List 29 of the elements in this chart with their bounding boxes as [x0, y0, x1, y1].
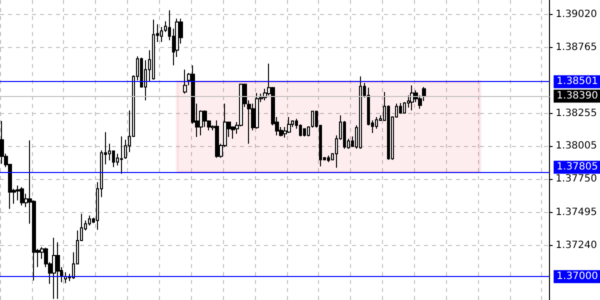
candlestick [327, 154, 330, 163]
candlestick [399, 102, 402, 114]
y-tick-label: 1.37750 [556, 174, 598, 185]
candlestick [56, 242, 60, 300]
ref-line-label: 1.38501 [556, 76, 598, 88]
candlestick [287, 116, 291, 134]
candlestick [231, 126, 235, 140]
candlestick [0, 120, 4, 164]
y-tick-label: 1.39020 [556, 8, 598, 20]
y-tick-label: 1.37240 [556, 240, 598, 251]
candlestick [255, 92, 259, 130]
candlestick [183, 69, 187, 94]
y-tick-label: 1.37495 [556, 206, 598, 218]
candlestick [215, 120, 219, 158]
candlestick [52, 237, 56, 300]
candlestick [64, 272, 67, 284]
candlestick [410, 84, 414, 111]
ref-line-label: 1.37000 [556, 271, 598, 282]
candlestick [359, 76, 362, 150]
ref-line-label: 1.37805 [556, 162, 598, 173]
y-tick-label: 1.38765 [556, 42, 598, 53]
y-tick-label: 1.38255 [556, 108, 598, 120]
candlestick [375, 116, 378, 130]
candlestick [120, 136, 123, 174]
candlestick [20, 186, 24, 206]
candlestick [303, 128, 306, 137]
y-tick-label: 1.38005 [556, 140, 598, 152]
ref-line-label: 1.38390 [556, 90, 598, 102]
candlestick [152, 19, 155, 80]
